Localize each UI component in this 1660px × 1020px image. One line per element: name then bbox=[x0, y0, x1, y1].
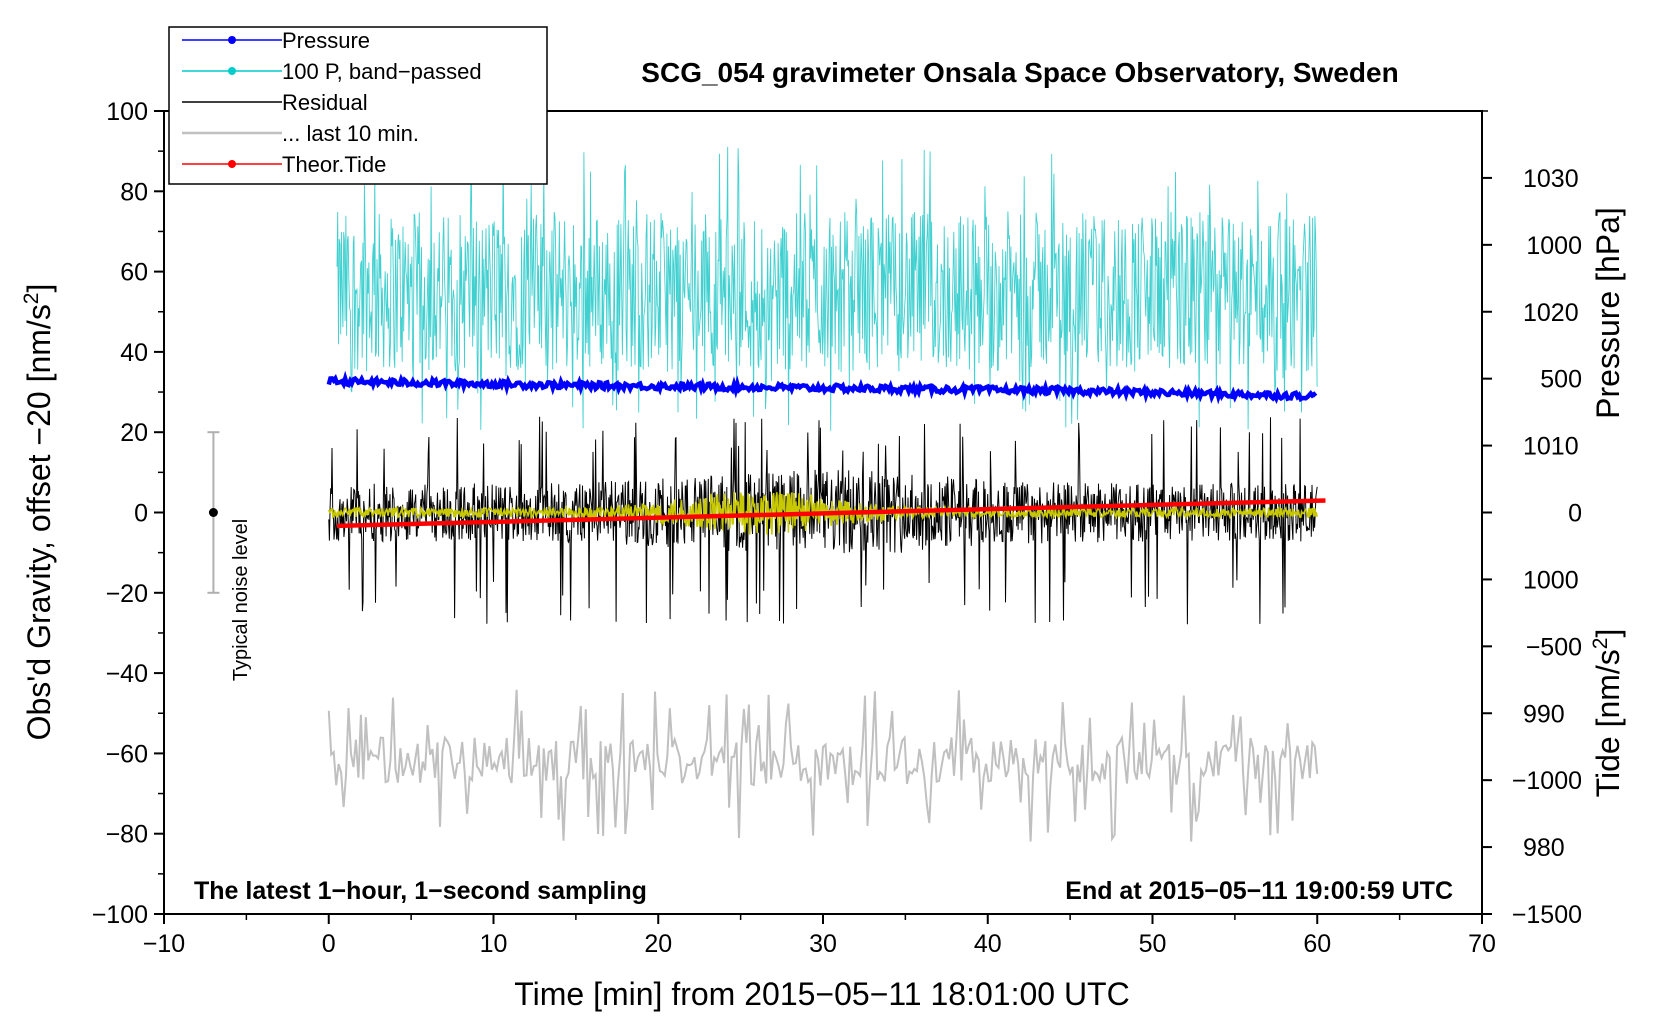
legend: Pressure 100 P, band−passed Residual ... la… bbox=[168, 26, 548, 185]
y-tick-label: −40 bbox=[106, 660, 148, 688]
legend-box bbox=[168, 26, 548, 185]
tide-tick-label: 1000 bbox=[1526, 232, 1582, 260]
pressure-tick-label: 1010 bbox=[1523, 433, 1579, 461]
legend-swatch-marker bbox=[228, 67, 236, 75]
tide-label-end: ] bbox=[1590, 629, 1626, 638]
series-pressure bbox=[326, 370, 1318, 405]
pressure-tick-label: 1020 bbox=[1523, 299, 1579, 327]
pressure-tick-label: 980 bbox=[1523, 834, 1565, 862]
legend-label: Theor.Tide bbox=[282, 152, 386, 177]
x-axis-label: Time [min] from 2015−05−11 18:01:00 UTC bbox=[514, 976, 1129, 1012]
y-tick-label: 60 bbox=[120, 259, 148, 287]
x-tick-label: 50 bbox=[1139, 930, 1167, 958]
x-tick-label: 30 bbox=[809, 930, 837, 958]
tide-tick-label: −500 bbox=[1526, 633, 1582, 661]
noise-center-dot bbox=[208, 508, 218, 517]
legend-swatch-marker bbox=[228, 36, 236, 44]
legend-label: ... last 10 min. bbox=[282, 121, 419, 146]
y-axis-label-pressure: Pressure [hPa] bbox=[1590, 207, 1626, 419]
tide-tick-label: 0 bbox=[1568, 500, 1582, 528]
series-residual-smoothed bbox=[328, 492, 1318, 535]
x-tick-label: 20 bbox=[644, 930, 672, 958]
x-tick-label: 70 bbox=[1468, 930, 1496, 958]
legend-label: Pressure bbox=[282, 28, 370, 53]
y-left-label-main: Obs'd Gravity, offset −20 [nm/s bbox=[21, 304, 57, 740]
y-left-label-sup: 2 bbox=[20, 292, 43, 304]
noise-indicator bbox=[207, 431, 220, 594]
x-tick-label: 40 bbox=[974, 930, 1002, 958]
x-tick-label: 60 bbox=[1303, 930, 1331, 958]
y-axis-label-left: Obs'd Gravity, offset −20 [nm/s2] bbox=[20, 284, 57, 741]
x-tick-label: 10 bbox=[480, 930, 508, 958]
tide-label-sup: 2 bbox=[1589, 638, 1612, 650]
x-tick-label: 0 bbox=[322, 930, 336, 958]
pressure-tick-label: 1000 bbox=[1523, 566, 1579, 594]
pressure-tick-label: 1030 bbox=[1523, 165, 1579, 193]
legend-swatch-marker bbox=[228, 160, 236, 168]
y-tick-label: 100 bbox=[106, 98, 148, 126]
y-left-label-end: ] bbox=[21, 284, 57, 293]
annotation-end-time: End at 2015−05−11 19:00:59 UTC bbox=[1065, 877, 1453, 905]
tide-label-main: Tide [nm/s bbox=[1590, 649, 1626, 797]
y-tick-label: −60 bbox=[106, 740, 148, 768]
series-last-10-min bbox=[327, 689, 1319, 842]
annotation-latest-hour: The latest 1−hour, 1−second sampling bbox=[194, 877, 647, 905]
y-tick-label: 20 bbox=[120, 419, 148, 447]
legend-label: 100 P, band−passed bbox=[282, 59, 482, 84]
chart-title: SCG_054 gravimeter Onsala Space Observat… bbox=[641, 57, 1398, 88]
series-layer bbox=[326, 144, 1326, 842]
series-band-passed-pressure bbox=[336, 144, 1318, 431]
noise-label: Typical noise level bbox=[230, 519, 252, 681]
y-axis-label-tide: Tide [nm/s2] bbox=[1589, 629, 1626, 798]
tide-tick-label: −1000 bbox=[1512, 767, 1582, 795]
y-tick-label: −100 bbox=[92, 901, 148, 929]
x-tick-label: −10 bbox=[143, 930, 185, 958]
y-tick-label: 80 bbox=[120, 178, 148, 206]
tide-tick-label: 500 bbox=[1540, 366, 1582, 394]
y-tick-label: 40 bbox=[120, 339, 148, 367]
series-theoretical-tide bbox=[336, 498, 1326, 529]
pressure-tick-label: 990 bbox=[1523, 700, 1565, 728]
y-tick-label: −20 bbox=[106, 580, 148, 608]
y-tick-label: 0 bbox=[134, 500, 148, 528]
ticks-layer: −10 0 10 20 30 40 50 60 70100806040200−20−40−60−… bbox=[92, 98, 1582, 958]
legend-label: Residual bbox=[282, 90, 368, 115]
tide-tick-label: −1500 bbox=[1512, 901, 1582, 929]
y-tick-label: −80 bbox=[106, 821, 148, 849]
